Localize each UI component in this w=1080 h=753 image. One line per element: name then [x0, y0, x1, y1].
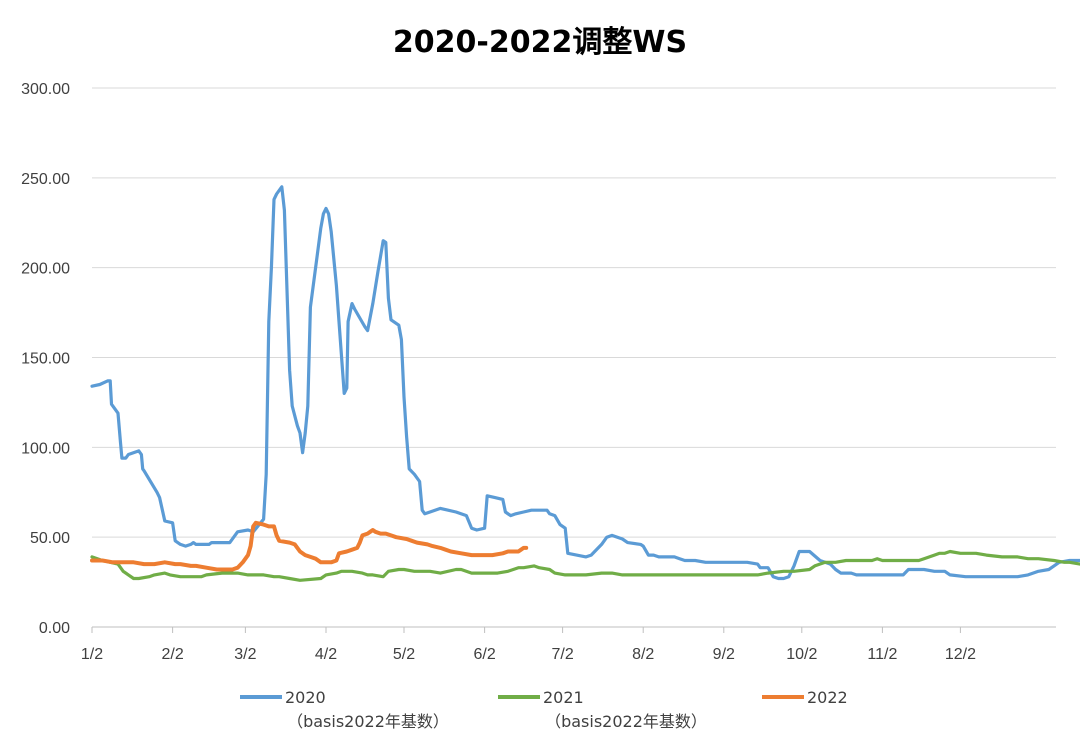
x-tick-label: 8/2 — [632, 646, 654, 663]
x-tick-label: 2/2 — [161, 646, 183, 663]
x-tick-label: 3/2 — [234, 646, 256, 663]
x-tick-label: 7/2 — [551, 646, 573, 663]
x-tick-label: 6/2 — [473, 646, 495, 663]
y-tick-label: 150.00 — [21, 351, 70, 368]
x-tick-label: 11/2 — [867, 646, 897, 663]
x-axis-ticks: 1/2 2/2 3/2 4/2 5/2 6/2 7/2 8/2 9/2 10/2 11/2 12/2 — [81, 627, 976, 663]
y-tick-label: 100.00 — [21, 440, 70, 457]
y-tick-label: 250.00 — [21, 171, 70, 188]
x-tick-label: 9/2 — [713, 646, 735, 663]
x-tick-label: 5/2 — [393, 646, 415, 663]
x-tick-label: 10/2 — [786, 646, 817, 663]
legend-label-2021: 2021 — [543, 688, 584, 707]
legend-note-2021: （basis2022年基数） — [545, 712, 707, 731]
legend: 2020 （basis2022年基数） 2021 （basis2022年基数） 2022 — [240, 688, 848, 731]
gridlines — [92, 87, 1056, 628]
y-axis-ticks: 0.00 50.00 100.00 150.00 200.00 250.00 300.00 — [21, 81, 70, 637]
x-tick-label: 12/2 — [945, 646, 976, 663]
series-line-2021 — [90, 549, 1080, 582]
x-tick-label: 1/2 — [81, 646, 103, 663]
legend-note-2020: （basis2022年基数） — [287, 712, 449, 731]
series-lines — [90, 185, 1080, 582]
y-tick-label: 300.00 — [21, 81, 70, 98]
legend-label-2020: 2020 — [285, 688, 326, 707]
series-line-2022 — [90, 520, 529, 572]
chart-title: 2020-2022调整WS — [393, 25, 687, 60]
y-tick-label: 200.00 — [21, 261, 70, 278]
x-tick-label: 4/2 — [315, 646, 337, 663]
y-tick-label: 50.00 — [30, 530, 70, 547]
series-line-2020 — [90, 185, 1080, 581]
y-tick-label: 0.00 — [39, 620, 70, 637]
legend-label-2022: 2022 — [807, 688, 848, 707]
